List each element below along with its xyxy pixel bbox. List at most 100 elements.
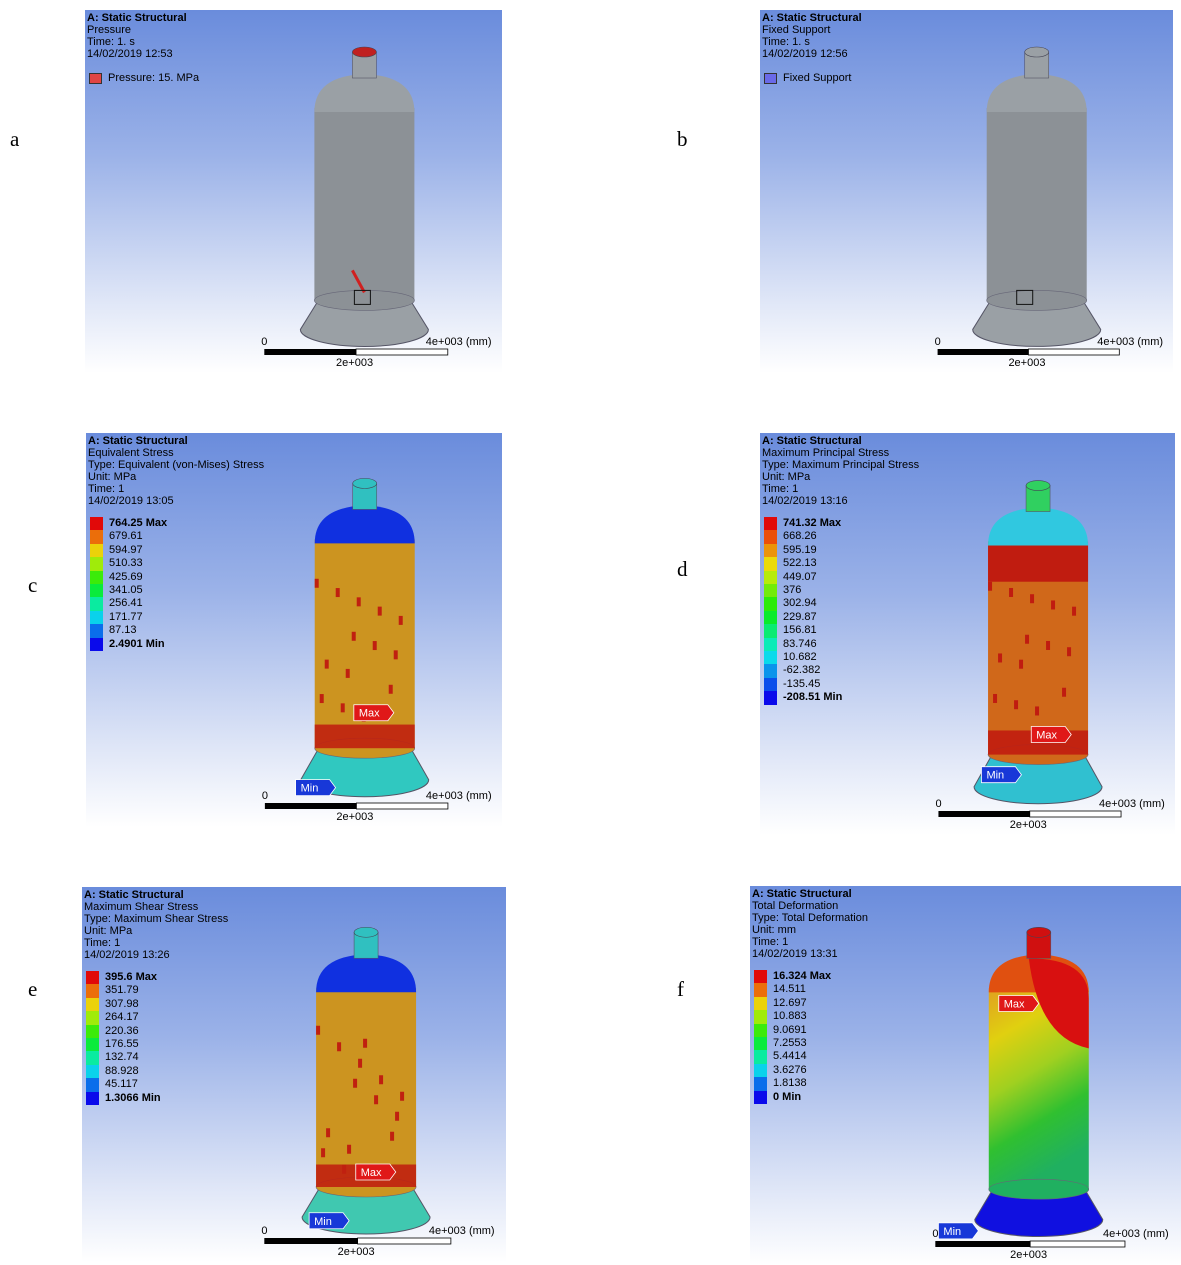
vessel-dome	[316, 954, 416, 992]
scale-black	[935, 1241, 1030, 1247]
stress-spot	[1025, 635, 1029, 644]
nozzle-top	[1026, 481, 1050, 491]
header-line: Type: Maximum Principal Stress	[762, 459, 919, 471]
legend-label: 14.511	[773, 983, 806, 996]
legend-swatch	[764, 638, 777, 651]
legend-swatch	[764, 611, 777, 624]
stress-spot	[1030, 594, 1034, 603]
stress-spot	[346, 669, 350, 678]
vessel-body	[314, 108, 414, 300]
legend-row: 12.697	[754, 997, 831, 1010]
legend-label: 668.26	[783, 530, 817, 543]
vessel-body	[316, 988, 416, 1187]
legend-label: -208.51 Min	[783, 691, 842, 704]
legend-label: 220.36	[105, 1025, 139, 1038]
legend: 741.32 Max668.26595.19522.13449.07376302…	[764, 517, 842, 705]
model-view: 04e+003 (mm)2e+003	[760, 10, 1173, 373]
stress-spot	[1014, 700, 1018, 709]
scale-black	[265, 803, 357, 809]
scale-start: 0	[261, 1225, 267, 1237]
scale-mid: 2e+003	[338, 1246, 375, 1258]
stress-spot	[988, 582, 992, 591]
panel-letter: f	[677, 977, 684, 1002]
legend: Pressure: 15. MPa	[89, 72, 199, 85]
legend-swatch	[754, 1064, 767, 1077]
result-panel: MaxMin04e+003 (mm)2e+003A: Static Struct…	[760, 433, 1175, 835]
legend-swatch	[764, 624, 777, 637]
legend-swatch	[754, 997, 767, 1010]
legend-label: 83.746	[783, 638, 817, 651]
probe-label: Max	[359, 708, 380, 720]
nozzle-top	[352, 47, 376, 57]
legend-row: 595.19	[764, 544, 842, 557]
scale-mid: 2e+003	[1010, 819, 1047, 831]
legend-row: 594.97	[90, 544, 167, 557]
panel-letter: c	[28, 573, 37, 598]
legend-row: 2.4901 Min	[90, 638, 167, 651]
panel-letter: a	[10, 127, 19, 152]
legend-row: 7.2553	[754, 1037, 831, 1050]
legend-label: -135.45	[783, 678, 820, 691]
legend-swatch	[764, 691, 777, 704]
header-line: Time: 1. s	[762, 36, 862, 48]
scale-white	[356, 349, 448, 355]
scale-end: 4e+003 (mm)	[1097, 336, 1163, 348]
legend-label: 5.4414	[773, 1050, 807, 1063]
legend-label: 741.32 Max	[783, 517, 841, 530]
stress-spot	[352, 632, 356, 641]
header-line: Equivalent Stress	[88, 447, 264, 459]
legend-swatch	[86, 1065, 99, 1078]
legend-swatch	[90, 611, 103, 624]
stress-spot	[1019, 660, 1023, 669]
legend-row: 395.6 Max	[86, 971, 161, 984]
stress-spot	[374, 1095, 378, 1104]
stress-spot	[998, 653, 1002, 662]
stress-band	[988, 546, 1088, 582]
legend-swatch	[86, 1078, 99, 1091]
legend-label: 376	[783, 584, 801, 597]
nozzle-top	[1025, 47, 1049, 57]
legend: 16.324 Max14.51112.69710.8839.06917.2553…	[754, 970, 831, 1104]
header-line: Maximum Shear Stress	[84, 901, 228, 913]
probe-label: Min	[301, 783, 319, 795]
scale-start: 0	[261, 336, 267, 348]
legend-swatch	[89, 73, 102, 84]
legend-swatch	[764, 557, 777, 570]
legend-label: 264.17	[105, 1011, 139, 1024]
nozzle-top	[353, 478, 377, 488]
legend-row: 0 Min	[754, 1091, 831, 1104]
legend-swatch	[764, 678, 777, 691]
legend-row: 171.77	[90, 611, 167, 624]
stress-band	[315, 725, 415, 749]
header-line: Unit: MPa	[762, 471, 919, 483]
legend-swatch	[90, 571, 103, 584]
legend-swatch	[86, 1038, 99, 1051]
stress-spot	[395, 1112, 399, 1121]
stress-spot	[400, 1092, 404, 1101]
legend-row: 522.13	[764, 557, 842, 570]
scale-start: 0	[932, 1228, 938, 1240]
legend-row: 10.682	[764, 651, 842, 664]
scale-start: 0	[935, 336, 941, 348]
stress-spot	[390, 1132, 394, 1141]
stress-spot	[1046, 641, 1050, 650]
header: A: Static StructuralMaximum Shear Stress…	[84, 889, 228, 961]
stress-spot	[342, 1165, 346, 1174]
scale-white	[1030, 1241, 1125, 1247]
legend-swatch	[754, 1024, 767, 1037]
result-panel: MaxMin04e+003 (mm)2e+003A: Static Struct…	[86, 433, 502, 827]
legend-swatch	[90, 544, 103, 557]
legend-swatch	[764, 544, 777, 557]
header-line: Maximum Principal Stress	[762, 447, 919, 459]
legend-swatch	[754, 1010, 767, 1023]
legend-label: 395.6 Max	[105, 971, 157, 984]
scale-end: 4e+003 (mm)	[426, 336, 492, 348]
legend-row: 3.6276	[754, 1064, 831, 1077]
legend-swatch	[754, 970, 767, 983]
legend-label: Fixed Support	[783, 72, 851, 85]
legend-row: 1.3066 Min	[86, 1092, 161, 1105]
scale-mid: 2e+003	[336, 357, 373, 369]
figure: {"panels": [ {"label": "a", "header": ["…	[0, 0, 1181, 1265]
